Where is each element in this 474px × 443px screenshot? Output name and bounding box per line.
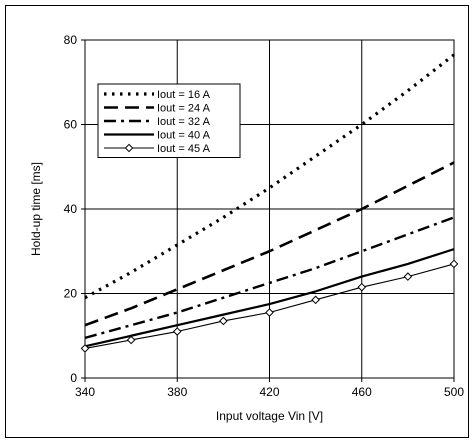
legend-entry: Iout = 24 A bbox=[157, 103, 211, 115]
x-tick-label: 500 bbox=[444, 385, 464, 399]
tick-labels: 340 380 420 460 500 0 20 40 60 80 bbox=[64, 33, 465, 399]
legend-entry: Iout = 16 A bbox=[157, 89, 211, 101]
data-point bbox=[357, 282, 367, 292]
series-line-4 bbox=[84, 248, 455, 348]
legend-marker bbox=[124, 143, 134, 153]
data-point bbox=[403, 272, 413, 281]
y-tick-label: 80 bbox=[64, 33, 78, 47]
data-point bbox=[219, 316, 228, 326]
data-point bbox=[449, 259, 459, 269]
data-point bbox=[311, 295, 320, 305]
x-tick-label: 460 bbox=[352, 385, 372, 399]
y-axis-label: Hold-up time [ms] bbox=[29, 162, 43, 256]
data-point bbox=[265, 308, 274, 317]
y-tick-label: 0 bbox=[70, 371, 77, 385]
data-point bbox=[172, 327, 182, 336]
plot-area bbox=[84, 39, 455, 379]
series-layer bbox=[80, 53, 459, 353]
y-tick-label: 60 bbox=[64, 118, 78, 132]
y-tick-label: 40 bbox=[64, 202, 78, 216]
y-tick-label: 20 bbox=[64, 287, 78, 301]
legend-entry: Iout = 45 A bbox=[157, 143, 211, 155]
x-tick-label: 420 bbox=[259, 385, 279, 399]
legend-entry: Iout = 40 A bbox=[157, 130, 211, 142]
legend-entry: Iout = 32 A bbox=[157, 116, 211, 128]
x-tick-label: 340 bbox=[75, 385, 95, 399]
series-line-2 bbox=[84, 161, 455, 327]
x-axis-label: Input voltage Vin [V] bbox=[216, 409, 323, 423]
chart-frame bbox=[5, 5, 469, 438]
x-tick-label: 380 bbox=[167, 385, 187, 399]
data-point bbox=[80, 344, 90, 353]
data-point bbox=[126, 335, 136, 345]
series-line-3 bbox=[84, 216, 455, 340]
